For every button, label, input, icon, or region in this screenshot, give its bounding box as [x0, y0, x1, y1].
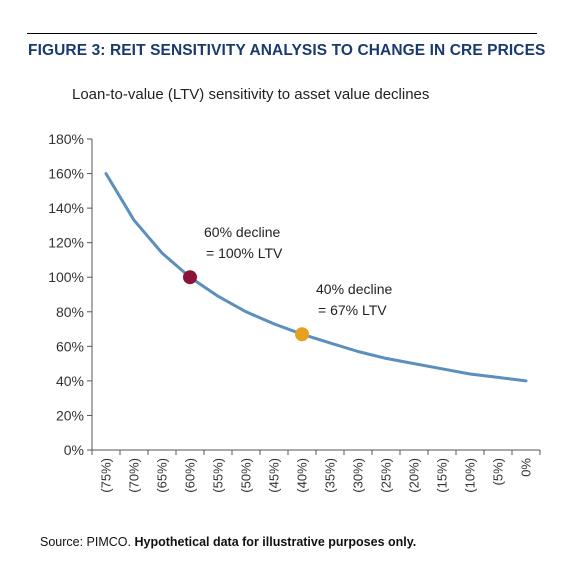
y-tick-label: 180% — [48, 131, 84, 147]
x-tick-label: (75%) — [99, 458, 114, 493]
marker-label-line2: = 67% LTV — [318, 302, 387, 318]
x-tick-label: (65%) — [155, 458, 170, 493]
x-tick-label: (70%) — [127, 458, 142, 493]
ltv-series-line — [104, 172, 528, 383]
x-tick-label: (55%) — [211, 458, 226, 493]
x-tick-label: (20%) — [407, 458, 422, 493]
y-tick-label: 80% — [56, 304, 84, 320]
x-tick-label: (10%) — [463, 458, 478, 493]
x-tick-label: (30%) — [351, 458, 366, 493]
y-tick-label: 120% — [48, 235, 84, 251]
figure-title: FIGURE 3: REIT SENSITIVITY ANALYSIS TO C… — [28, 42, 546, 59]
x-tick-label: (35%) — [323, 458, 338, 493]
source-note: Source: PIMCO. Hypothetical data for ill… — [40, 535, 416, 549]
x-tick-label: (45%) — [267, 458, 282, 493]
y-tick-label: 20% — [56, 407, 84, 423]
top-rule — [27, 33, 537, 34]
highlight-marker-2 — [295, 327, 309, 342]
y-tick-label: 60% — [56, 338, 84, 354]
y-tick-label: 40% — [56, 373, 84, 389]
chart-subtitle: Loan-to-value (LTV) sensitivity to asset… — [72, 86, 430, 103]
y-tick-label: 0% — [64, 442, 84, 458]
y-tick-label: 160% — [48, 166, 84, 182]
marker-label-line1: 60% decline — [204, 224, 280, 240]
marker-label-line2: = 100% LTV — [206, 245, 283, 261]
x-tick-label: (50%) — [239, 458, 254, 493]
x-tick-label: (60%) — [183, 458, 198, 493]
marker-label-line1: 40% decline — [316, 281, 392, 297]
y-tick-label: 140% — [48, 200, 84, 216]
x-tick-label: 0% — [519, 458, 534, 477]
source-disclaimer: Hypothetical data for illustrative purpo… — [134, 535, 417, 549]
x-tick-label: (25%) — [379, 458, 394, 493]
highlight-marker-1 — [183, 270, 197, 285]
x-tick-label: (40%) — [295, 458, 310, 493]
x-tick-label: (15%) — [435, 458, 450, 493]
x-tick-label: (5%) — [491, 458, 506, 485]
source-prefix: Source: PIMCO. — [40, 535, 135, 549]
y-tick-label: 100% — [48, 269, 84, 285]
